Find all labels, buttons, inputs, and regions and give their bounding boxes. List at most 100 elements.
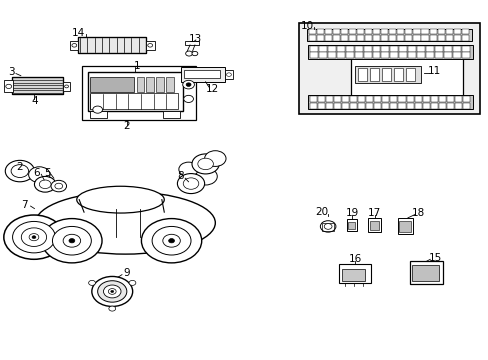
Bar: [336, 53, 344, 58]
Bar: [357, 68, 366, 81]
Text: 10: 10: [301, 21, 314, 31]
Bar: [365, 29, 372, 34]
Text: 3: 3: [8, 67, 15, 77]
Bar: [381, 46, 388, 52]
Bar: [317, 35, 324, 41]
Bar: [341, 35, 347, 41]
Bar: [397, 29, 404, 34]
Circle shape: [177, 174, 204, 194]
Circle shape: [183, 95, 193, 103]
Bar: [81, 66, 196, 120]
Bar: [443, 53, 451, 58]
Bar: [422, 96, 429, 102]
Bar: [443, 46, 451, 52]
Bar: [388, 29, 396, 34]
Circle shape: [147, 44, 152, 47]
Bar: [382, 96, 388, 102]
Bar: [146, 77, 154, 92]
Bar: [461, 35, 468, 41]
Bar: [347, 222, 355, 229]
Circle shape: [55, 183, 62, 189]
Circle shape: [69, 239, 75, 243]
Bar: [332, 29, 340, 34]
Text: 17: 17: [367, 208, 381, 218]
Circle shape: [186, 83, 191, 86]
Circle shape: [194, 168, 217, 185]
Bar: [12, 77, 63, 94]
Bar: [333, 96, 340, 102]
Circle shape: [63, 234, 81, 247]
Circle shape: [103, 285, 121, 298]
Circle shape: [185, 51, 192, 56]
Bar: [428, 29, 436, 34]
Bar: [461, 46, 468, 52]
Text: 11: 11: [427, 66, 440, 76]
Circle shape: [226, 73, 231, 76]
Bar: [333, 103, 340, 109]
Circle shape: [21, 228, 46, 247]
Bar: [357, 29, 364, 34]
Text: 12: 12: [206, 84, 219, 94]
Bar: [407, 46, 415, 52]
Bar: [309, 53, 317, 58]
Bar: [398, 103, 405, 109]
Text: 15: 15: [428, 253, 441, 263]
Text: 13: 13: [189, 33, 202, 44]
Bar: [421, 35, 427, 41]
Bar: [445, 29, 452, 34]
Bar: [351, 50, 462, 105]
Text: 2: 2: [17, 162, 23, 172]
Bar: [414, 96, 421, 102]
Bar: [70, 41, 78, 50]
Bar: [156, 77, 163, 92]
Bar: [407, 53, 415, 58]
Bar: [437, 29, 444, 34]
Circle shape: [111, 291, 114, 293]
Bar: [437, 35, 444, 41]
Circle shape: [168, 239, 174, 243]
Bar: [416, 46, 424, 52]
Bar: [372, 35, 380, 41]
Bar: [414, 103, 421, 109]
Circle shape: [6, 84, 12, 89]
Bar: [309, 46, 317, 52]
Text: 19: 19: [345, 208, 358, 218]
Bar: [325, 35, 331, 41]
Bar: [416, 53, 424, 58]
Bar: [381, 68, 390, 81]
Bar: [381, 35, 387, 41]
Bar: [349, 103, 356, 109]
Bar: [346, 219, 357, 231]
Bar: [372, 46, 380, 52]
Bar: [363, 46, 371, 52]
Text: 8: 8: [177, 171, 183, 181]
Circle shape: [93, 106, 102, 113]
Bar: [368, 218, 380, 232]
Bar: [354, 46, 362, 52]
Text: 18: 18: [411, 208, 425, 218]
Circle shape: [163, 234, 180, 247]
Circle shape: [324, 224, 331, 229]
Bar: [369, 221, 378, 230]
Bar: [308, 35, 316, 41]
Bar: [461, 53, 468, 58]
Circle shape: [129, 280, 136, 285]
Bar: [372, 29, 380, 34]
Bar: [307, 45, 472, 59]
Bar: [90, 111, 107, 118]
Bar: [438, 103, 445, 109]
Bar: [339, 264, 370, 283]
Bar: [318, 53, 326, 58]
Circle shape: [51, 180, 66, 192]
Bar: [355, 66, 420, 83]
Bar: [406, 68, 414, 81]
Text: 1: 1: [134, 61, 141, 71]
Bar: [398, 221, 410, 232]
Bar: [397, 35, 404, 41]
Bar: [185, 41, 199, 45]
Bar: [63, 82, 70, 91]
Bar: [446, 96, 453, 102]
Circle shape: [13, 221, 55, 253]
Bar: [421, 29, 427, 34]
Circle shape: [141, 219, 201, 263]
